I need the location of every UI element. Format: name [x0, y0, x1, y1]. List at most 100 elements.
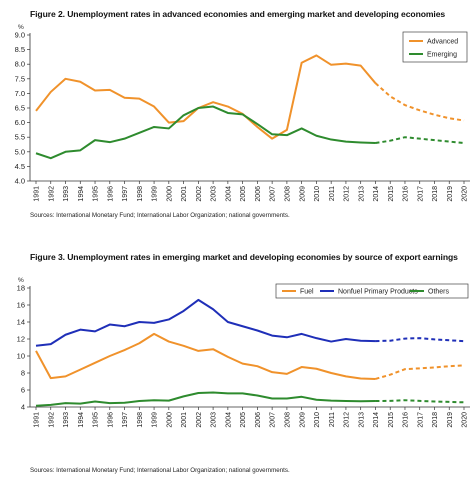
y-tick-label: 7.5 — [15, 74, 25, 83]
x-tick-label: 2009 — [299, 412, 306, 428]
legend-label: Emerging — [427, 52, 457, 59]
x-tick-label: 1998 — [137, 412, 144, 428]
series-projection-emerging — [375, 136, 465, 145]
x-tick-label: 2007 — [270, 186, 277, 202]
legend-label: Fuel — [300, 289, 314, 296]
y-tick-label: 7.0 — [15, 89, 25, 98]
figure-3-panel: Figure 3. Unemployment rates in emerging… — [0, 243, 474, 482]
x-tick-label: 2016 — [403, 186, 410, 202]
series-line-nonfuel-primary-products — [35, 298, 376, 347]
y-tick-label: 4.0 — [15, 177, 25, 186]
x-tick-label: 1995 — [93, 186, 100, 202]
x-tick-label: 2008 — [284, 412, 291, 428]
x-tick-label: 1995 — [93, 412, 100, 428]
x-tick-label: 1993 — [63, 412, 70, 428]
y-tick-label: 6.5 — [15, 104, 25, 113]
x-tick-label: 1993 — [63, 186, 70, 202]
x-tick-label: 1992 — [48, 412, 55, 428]
x-tick-label: 2014 — [373, 186, 380, 202]
y-tick-label: 5.0 — [15, 147, 25, 156]
x-tick-label: 2011 — [329, 412, 336, 427]
y-tick-label: 8.5 — [15, 45, 25, 54]
x-tick-label: 2003 — [211, 186, 218, 202]
y-tick-label: 14 — [17, 318, 25, 327]
figure-2-chart: %9.0 8.5 8.0 7.5 7.0 6.5 6.0 5.5 5.0 4.5 4.0 1991 19… — [15, 24, 470, 202]
x-tick-label: 1992 — [48, 186, 55, 202]
series-projection-others — [375, 399, 465, 404]
figure-3-source: Sources: International Monetary Fund; In… — [30, 467, 290, 474]
x-tick-label: 2000 — [166, 186, 173, 202]
y-tick-label: 8 — [21, 369, 25, 378]
y-axis-unit-label: % — [18, 277, 24, 284]
y-tick-label: 6 — [21, 386, 25, 395]
series-projection-advanced — [374, 82, 465, 122]
x-tick-label: 2010 — [314, 412, 321, 428]
x-tick-label: 1997 — [122, 186, 129, 202]
x-tick-label: 2007 — [270, 412, 277, 428]
y-tick-label: 5.5 — [15, 133, 25, 142]
x-tick-label: 2005 — [240, 412, 247, 428]
x-tick-label: 2015 — [388, 186, 395, 202]
y-tick-label: 16 — [17, 301, 25, 310]
x-tick-label: 2014 — [373, 412, 380, 428]
x-tick-label: 2012 — [344, 412, 351, 428]
x-tick-label: 2017 — [417, 186, 424, 202]
y-tick-label: 4.5 — [15, 162, 25, 171]
y-tick-label: 4 — [21, 403, 25, 412]
x-tick-label: 1991 — [34, 412, 41, 428]
figure-2-panel: Figure 2. Unemployment rates in advanced… — [0, 0, 474, 233]
x-tick-label: 1991 — [34, 186, 41, 202]
series-line-fuel — [35, 332, 376, 380]
y-tick-label: 18 — [17, 284, 25, 293]
y-tick-label: 10 — [17, 352, 25, 361]
x-tick-label: 2006 — [255, 412, 262, 428]
x-tick-label: 2017 — [417, 412, 424, 428]
x-tick-label: 2002 — [196, 186, 203, 202]
y-axis-unit-label: % — [18, 24, 24, 31]
x-tick-label: 2018 — [432, 412, 439, 428]
series-line-others — [35, 391, 376, 407]
series-projection-fuel — [375, 364, 465, 380]
legend-label: Others — [428, 289, 450, 296]
figure-2-source: Sources: International Monetary Fund; In… — [30, 212, 290, 219]
x-tick-label: 2008 — [284, 186, 291, 202]
x-tick-label: 1999 — [152, 186, 159, 202]
figure-3-chart: %18 16 14 12 10 8 6 4 1991 1992 1993 1994 1995 1996 19… — [17, 277, 470, 428]
series-projection-nonfuel-primary-products — [375, 337, 465, 343]
y-tick-label: 9.0 — [15, 31, 25, 40]
x-tick-label: 2016 — [403, 412, 410, 428]
x-tick-label: 2009 — [299, 186, 306, 202]
x-tick-label: 1996 — [107, 186, 114, 202]
x-tick-label: 2002 — [196, 412, 203, 428]
x-tick-label: 2003 — [211, 412, 218, 428]
x-tick-label: 2005 — [240, 186, 247, 202]
x-tick-label: 2015 — [388, 412, 395, 428]
x-tick-label: 2000 — [166, 412, 173, 428]
legend-label: Advanced — [427, 39, 458, 46]
figure-3-title: Figure 3. Unemployment rates in emerging… — [30, 252, 458, 262]
legend-label: Nonfuel Primary Products — [338, 289, 418, 296]
x-tick-label: 2012 — [344, 186, 351, 202]
x-tick-label: 2013 — [358, 186, 365, 202]
legend-box — [275, 283, 469, 299]
y-tick-label: 12 — [17, 335, 25, 344]
x-tick-label: 1997 — [122, 412, 129, 428]
x-tick-label: 2006 — [255, 186, 262, 202]
x-tick-label: 2001 — [181, 412, 188, 428]
x-tick-label: 2013 — [358, 412, 365, 428]
x-tick-label: 1996 — [107, 412, 114, 428]
x-tick-label: 1994 — [78, 412, 85, 428]
x-tick-label: 2020 — [462, 412, 469, 428]
x-tick-label: 2004 — [225, 412, 232, 428]
x-tick-label: 1998 — [137, 186, 144, 202]
figure-2-title: Figure 2. Unemployment rates in advanced… — [30, 9, 446, 19]
x-tick-label: 2019 — [447, 412, 454, 428]
x-tick-label: 2020 — [462, 186, 469, 202]
x-tick-label: 2018 — [432, 186, 439, 202]
x-tick-label: 2001 — [181, 186, 188, 202]
x-tick-label: 2019 — [447, 186, 454, 202]
series-line-emerging — [35, 105, 376, 160]
x-tick-label: 2010 — [314, 186, 321, 202]
legend-box — [402, 31, 468, 63]
series-line-advanced — [35, 54, 377, 140]
